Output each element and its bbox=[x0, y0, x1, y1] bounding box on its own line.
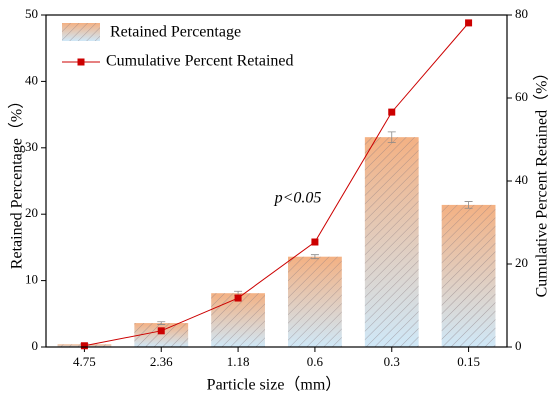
x-tick-label: 1.18 bbox=[227, 354, 250, 369]
bar-hatch bbox=[134, 323, 189, 347]
legend-swatch-hatch bbox=[62, 23, 100, 41]
x-tick-label: 2.36 bbox=[150, 354, 173, 369]
legend-label: Retained Percentage bbox=[110, 24, 241, 41]
legend-label: Cumulative Percent Retained bbox=[106, 53, 294, 70]
error-bar bbox=[387, 131, 396, 143]
y2-tick-label: 60 bbox=[515, 89, 528, 104]
x-tick-label: 0.15 bbox=[457, 354, 480, 369]
y2-tick-label: 80 bbox=[515, 6, 528, 21]
marker bbox=[465, 19, 473, 27]
legend-marker bbox=[77, 58, 85, 66]
bar-hatch bbox=[211, 293, 265, 347]
y-tick-label: 0 bbox=[32, 338, 39, 353]
line bbox=[84, 22, 469, 347]
error-bar bbox=[310, 254, 319, 260]
y2-tick-label: 40 bbox=[515, 172, 528, 187]
marker bbox=[234, 294, 242, 302]
annotation: p<0.05 bbox=[274, 190, 322, 207]
y-tick-label: 50 bbox=[25, 6, 38, 21]
marker bbox=[80, 342, 88, 350]
y-axis-label: Retained Percentage（%） bbox=[8, 93, 26, 269]
y-tick-label: 30 bbox=[25, 139, 38, 154]
marker bbox=[311, 238, 319, 246]
y-tick-label: 40 bbox=[25, 72, 38, 87]
bar-hatch bbox=[441, 204, 496, 347]
marker bbox=[388, 108, 396, 116]
bar-hatch bbox=[288, 256, 342, 347]
x-tick-label: 0.6 bbox=[307, 354, 324, 369]
y-tick-label: 20 bbox=[25, 205, 38, 220]
x-axis-label: Particle size（mm） bbox=[207, 376, 342, 394]
plot-frame bbox=[45, 14, 508, 348]
y2-tick-label: 20 bbox=[515, 255, 528, 270]
y2-tick-label: 0 bbox=[515, 338, 522, 353]
marker bbox=[157, 327, 165, 335]
y2-axis-label: Cumulative Percent Retained（%） bbox=[533, 65, 551, 298]
error-bar bbox=[464, 201, 473, 209]
x-tick-label: 0.3 bbox=[384, 354, 400, 369]
y-tick-label: 10 bbox=[25, 272, 38, 287]
x-tick-label: 4.75 bbox=[73, 354, 96, 369]
bar-hatch bbox=[364, 137, 419, 347]
error-bar bbox=[157, 321, 166, 325]
